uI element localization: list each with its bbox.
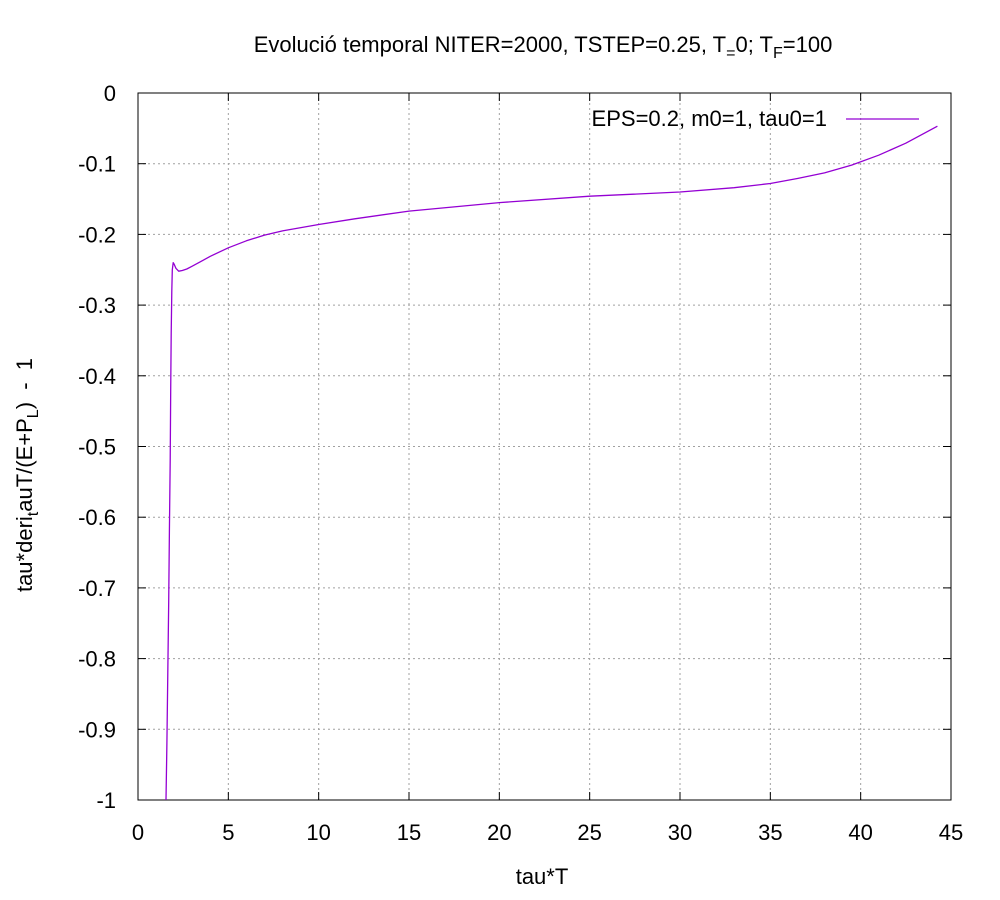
x-tick-label: 5 — [222, 820, 234, 845]
y-tick-label: -0.7 — [78, 576, 116, 601]
y-axis-label: tau*deritauT/(E+PL) - 1 — [12, 358, 42, 592]
y-tick-label: -0.2 — [78, 222, 116, 247]
y-tick-labels: 0 -0.1 -0.2 -0.3 -0.4 -0.5 -0.6 -0.7 -0.8 -0.9 -1 — [78, 81, 116, 813]
y-tick-label: -0.6 — [78, 505, 116, 530]
plot-frame — [137, 92, 952, 801]
y-tick-label: 0 — [104, 81, 116, 106]
x-tick-label: 0 — [132, 820, 144, 845]
legend: EPS=0.2, m0=1, tau0=1 — [592, 106, 919, 131]
y-tick-label: -0.5 — [78, 435, 116, 460]
y-tick-label: -0.3 — [78, 293, 116, 318]
y-tick-label: -0.4 — [78, 364, 116, 389]
y-tick-label: -1 — [96, 788, 116, 813]
x-tick-label: 35 — [758, 820, 782, 845]
x-axis-label: tau*T — [516, 864, 569, 889]
x-tick-label: 30 — [668, 820, 692, 845]
x-tick-label: 25 — [577, 820, 601, 845]
x-tick-label: 15 — [397, 820, 421, 845]
legend-label: EPS=0.2, m0=1, tau0=1 — [592, 106, 827, 131]
x-tick-label: 10 — [306, 820, 330, 845]
y-tick-label: -0.8 — [78, 647, 116, 672]
grid — [138, 93, 951, 800]
y-tick-label: -0.9 — [78, 717, 116, 742]
series-layer — [165, 125, 938, 801]
x-tick-label: 45 — [939, 820, 963, 845]
x-tick-label: 20 — [487, 820, 511, 845]
series-line — [165, 125, 938, 801]
x-tick-labels: 0 5 10 15 20 25 30 35 40 45 — [132, 820, 963, 845]
y-tick-label: -0.1 — [78, 152, 116, 177]
chart-title: Evolució temporal NITER=2000, TSTEP=0.25… — [254, 32, 833, 62]
x-tick-label: 40 — [848, 820, 872, 845]
